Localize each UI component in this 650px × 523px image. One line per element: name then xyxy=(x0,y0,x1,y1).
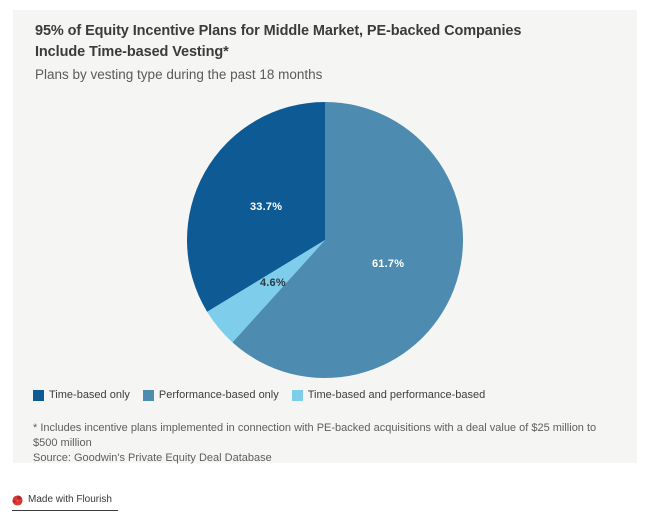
pie-slice-performance-based-only[interactable] xyxy=(232,102,463,378)
chart-card: 95% of Equity Incentive Plans for Middle… xyxy=(13,10,637,466)
legend-swatch-time-based-only xyxy=(33,390,44,401)
legend-item-performance-based-only[interactable]: Performance-based only xyxy=(142,389,279,401)
legend-swatch-time-and-performance-based xyxy=(291,390,303,401)
pie-chart: 61.7% 4.6% 33.7% xyxy=(187,102,463,378)
legend-label-time-based-only: Time-based only xyxy=(49,389,130,401)
footnote-source: Source: Goodwin's Private Equity Deal Da… xyxy=(33,452,272,464)
chart-title-line2: Include Time-based Vesting* xyxy=(35,44,229,60)
made-with-flourish-label: Made with Flourish xyxy=(28,494,112,505)
chart-subtitle: Plans by vesting type during the past 18… xyxy=(35,67,323,82)
chart-title: 95% of Equity Incentive Plans for Middle… xyxy=(35,21,615,63)
made-with-flourish-link[interactable]: Made with Flourish xyxy=(12,494,118,511)
pie-svg xyxy=(187,102,463,378)
legend: Time-based only Performance-based only T… xyxy=(33,390,485,401)
legend-item-time-based-only[interactable]: Time-based only xyxy=(33,390,130,401)
pie-slice-time-and-performance-based[interactable] xyxy=(207,240,325,343)
footnote: * Includes incentive plans implemented i… xyxy=(33,421,623,466)
legend-label-time-and-performance-based: Time-based and performance-based xyxy=(307,389,486,401)
legend-label-performance-based-only: Performance-based only xyxy=(158,389,279,401)
footnote-line1: * Includes incentive plans implemented i… xyxy=(33,422,597,449)
legend-item-time-and-performance-based[interactable]: Time-based and performance-based xyxy=(291,389,486,401)
pie-slice-time-based-only[interactable] xyxy=(187,102,325,312)
legend-swatch-performance-based-only xyxy=(142,390,154,401)
flourish-logo-icon xyxy=(12,494,23,506)
chart-title-line1: 95% of Equity Incentive Plans for Middle… xyxy=(35,23,522,39)
